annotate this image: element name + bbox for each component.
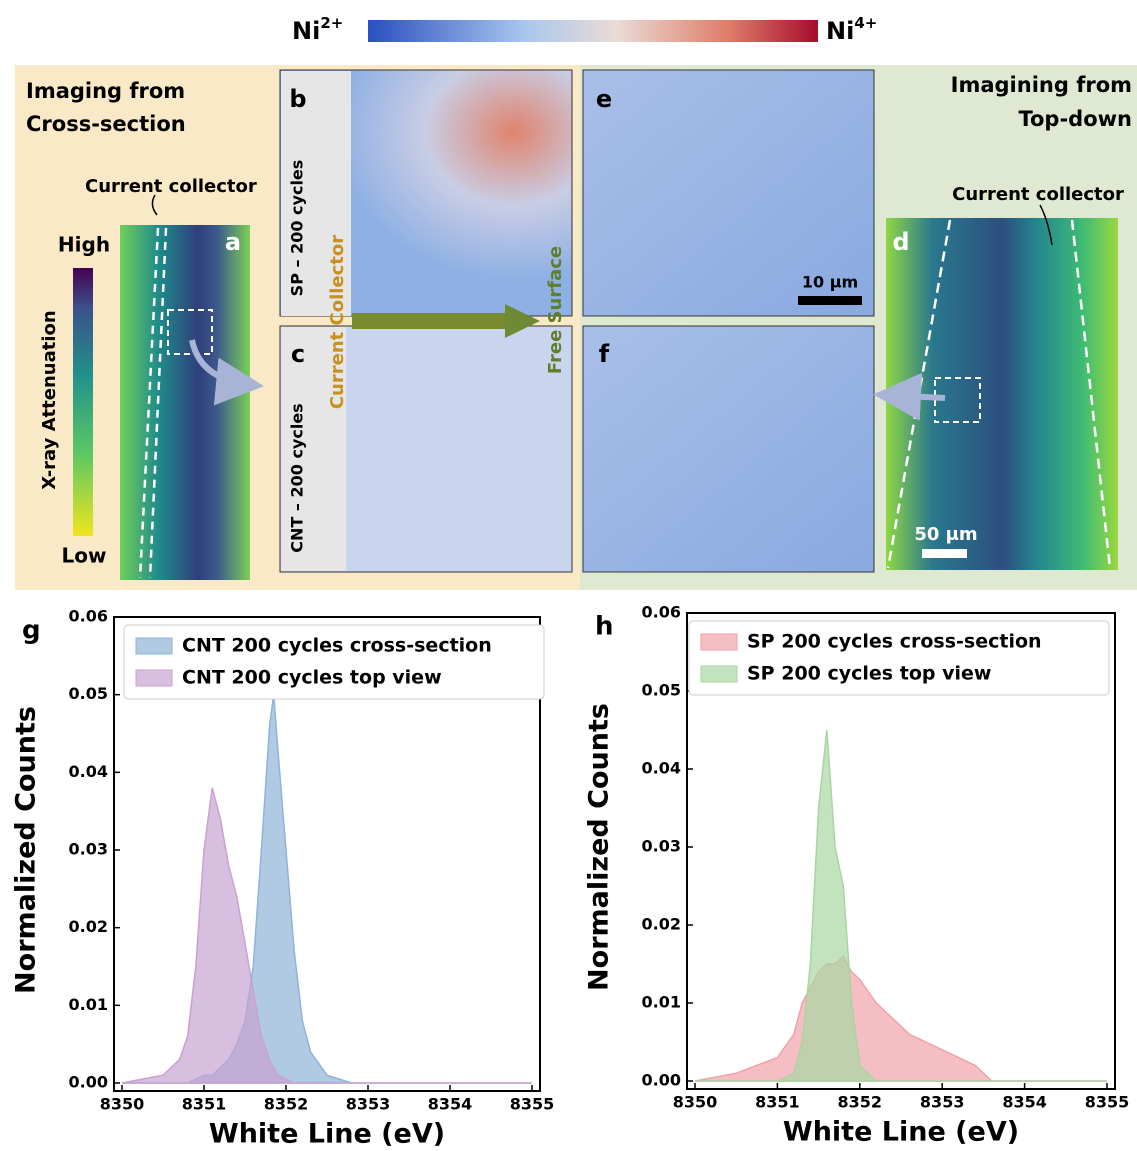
legend-swatch: [135, 669, 173, 687]
x-tick-label: 8352: [264, 1095, 309, 1114]
y-tick-label: 0.01: [69, 995, 108, 1014]
x-tick-label: 8355: [510, 1095, 555, 1114]
legend-box: [123, 624, 545, 700]
legend-swatch: [700, 633, 738, 651]
x-axis-label: White Line (eV): [783, 1117, 1019, 1148]
area: [121, 787, 532, 1084]
pointer: [1039, 204, 1053, 246]
legend-box: [688, 620, 1110, 696]
legend-swatch: [135, 637, 173, 655]
panel-letter: c: [291, 340, 305, 368]
y-tick-label: 0.02: [69, 917, 108, 936]
x-tick-label: 8354: [1002, 1093, 1047, 1112]
label: Current collector: [85, 176, 257, 197]
legend-label: CNT 200 cycles top view: [182, 667, 442, 689]
heading: Cross-section: [26, 112, 186, 136]
x-tick-label: 8354: [428, 1095, 473, 1114]
y-tick-label: 0.01: [642, 993, 681, 1012]
panel-letter: e: [596, 85, 612, 113]
arrow-head: [505, 304, 540, 338]
x-tick-label: 8350: [673, 1093, 718, 1112]
x-tick-label: 8352: [838, 1093, 883, 1112]
colorbar-left: Ni2+: [292, 14, 343, 46]
label: 50 μm: [914, 524, 977, 545]
y-tick-label: 0.04: [69, 762, 108, 781]
label: Current collector: [952, 184, 1124, 205]
pointer: [151, 194, 158, 216]
y-tick-label: 0.04: [642, 759, 681, 778]
panel-letter: b: [289, 85, 306, 113]
panel-letter: g: [22, 616, 41, 646]
legend-label: CNT 200 cycles cross-section: [182, 635, 492, 657]
collector-region: [281, 71, 351, 316]
label: High: [58, 233, 110, 257]
y-axis-label: Normalized Counts: [11, 706, 42, 994]
x-tick-label: 8350: [100, 1095, 145, 1114]
arrow: [189, 339, 264, 406]
collector-region: [281, 327, 346, 571]
y-tick-label: 0.05: [69, 684, 108, 703]
legend-swatch: [700, 665, 738, 683]
attenuation-bar: [73, 268, 93, 536]
area: [695, 729, 1107, 1082]
panel-letter: d: [892, 228, 909, 256]
y-tick-label: 0.06: [642, 603, 681, 622]
plot-frame: [113, 616, 541, 1092]
label: 10 μm: [802, 273, 858, 292]
image-f: [582, 325, 875, 573]
y-tick-label: 0.05: [642, 681, 681, 700]
x-tick-label: 8353: [920, 1093, 965, 1112]
image-e: [582, 69, 875, 317]
area: [122, 694, 532, 1084]
colorbar-right: Ni4+: [826, 14, 877, 46]
heading: Imaging from: [26, 79, 185, 103]
x-tick-label: 8355: [1085, 1093, 1130, 1112]
x-tick-label: 8351: [182, 1095, 227, 1114]
label: X-ray Attenuation: [39, 310, 60, 489]
y-axis-label: Normalized Counts: [584, 703, 615, 991]
heading: Top-down: [1018, 107, 1132, 131]
x-axis-label: White Line (eV): [209, 1119, 445, 1150]
plot-frame: [686, 612, 1116, 1090]
y-tick-label: 0.00: [69, 1073, 108, 1092]
label: Free Surface: [545, 246, 566, 374]
label: CNT – 200 cycles: [288, 403, 307, 552]
y-tick-label: 0.00: [642, 1071, 681, 1090]
area: [694, 954, 1107, 1082]
boundary: [138, 227, 168, 579]
legend-label: SP 200 cycles top view: [747, 663, 991, 685]
colorbar: [368, 20, 818, 42]
y-tick-label: 0.02: [642, 915, 681, 934]
scale-bar: [798, 296, 862, 305]
panel-letter: a: [225, 228, 241, 256]
arrow: [873, 372, 946, 421]
y-tick-label: 0.03: [642, 837, 681, 856]
label: Low: [62, 544, 107, 568]
y-tick-label: 0.03: [69, 840, 108, 859]
x-tick-label: 8351: [755, 1093, 800, 1112]
y-tick-label: 0.06: [69, 607, 108, 626]
heading: Imagining from: [951, 73, 1132, 97]
label: Current Collector: [327, 235, 348, 409]
roi: [167, 309, 213, 355]
x-tick-label: 8353: [346, 1095, 391, 1114]
label: SP – 200 cycles: [288, 160, 307, 297]
panel-letter: h: [595, 612, 614, 642]
image-a: [120, 225, 250, 580]
scale-bar: [922, 549, 967, 558]
panel-letter: f: [599, 340, 610, 368]
legend-label: SP 200 cycles cross-section: [747, 631, 1042, 653]
